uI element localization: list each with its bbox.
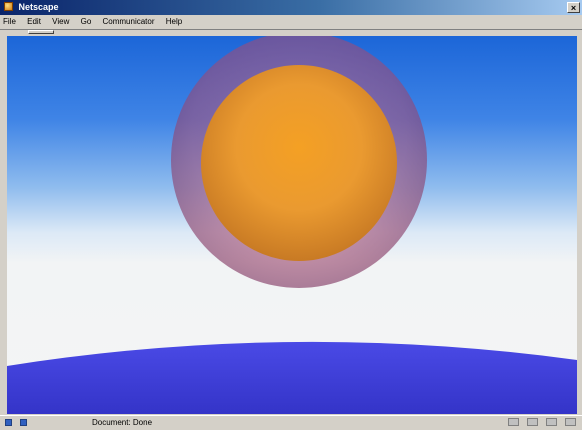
menu-edit[interactable]: Edit bbox=[27, 17, 41, 26]
vrml-viewport[interactable] bbox=[7, 36, 577, 414]
composer-icon[interactable] bbox=[546, 418, 557, 426]
component-bar bbox=[500, 416, 576, 430]
menu-go[interactable]: Go bbox=[80, 17, 92, 26]
scene-canvas[interactable] bbox=[7, 36, 577, 414]
discussion-icon[interactable] bbox=[565, 418, 576, 426]
status-text: Document: Done bbox=[92, 418, 153, 427]
menu-file[interactable]: File bbox=[3, 17, 16, 26]
security-lock-icon[interactable] bbox=[5, 419, 12, 426]
close-button[interactable]: × bbox=[567, 2, 580, 13]
menu-help[interactable]: Help bbox=[165, 17, 183, 26]
toolbar-grip-handle[interactable] bbox=[28, 30, 54, 34]
window-title-bar[interactable]: Netscape × bbox=[0, 0, 582, 15]
mail-icon[interactable] bbox=[527, 418, 538, 426]
toolbar-strip bbox=[0, 29, 582, 35]
inner-orange-sphere bbox=[201, 65, 397, 261]
status-icons bbox=[5, 416, 35, 430]
connection-icon bbox=[20, 419, 27, 426]
ground-plane bbox=[7, 341, 577, 414]
menu-bar: File Edit View Go Communicator Help bbox=[0, 15, 582, 29]
status-bar: Document: Done bbox=[0, 415, 582, 430]
navigator-icon[interactable] bbox=[508, 418, 519, 426]
menu-view[interactable]: View bbox=[52, 17, 70, 26]
app-icon bbox=[4, 2, 13, 11]
menu-communicator[interactable]: Communicator bbox=[102, 17, 155, 26]
window-title: Netscape bbox=[18, 2, 59, 12]
